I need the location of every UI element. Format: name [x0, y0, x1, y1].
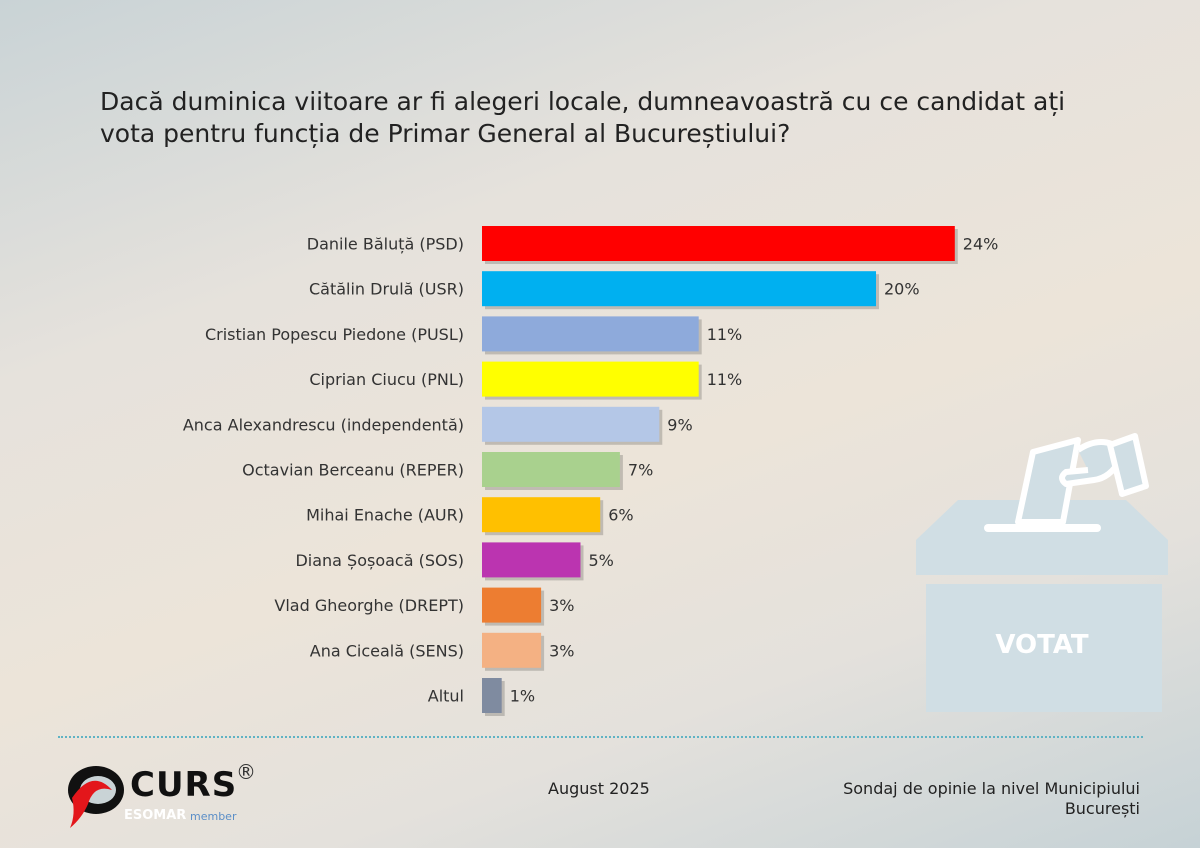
survey-source: Sondaj de opinie la nivel Municipiului B…	[843, 779, 1140, 818]
category-label: Vlad Gheorghe (DREPT)	[274, 596, 464, 615]
category-label: Altul	[428, 687, 464, 706]
value-label: 24%	[963, 235, 999, 254]
value-label: 11%	[707, 370, 743, 389]
registered-mark: ®	[236, 760, 256, 784]
bar	[482, 271, 876, 307]
bar	[482, 678, 502, 713]
bar	[482, 497, 601, 533]
value-label: 7%	[628, 461, 653, 480]
category-label: Cristian Popescu Piedone (PUSL)	[205, 325, 464, 344]
esomar-label: ESOMAR	[124, 808, 187, 823]
bar	[482, 542, 581, 578]
ballot-box-icon	[916, 433, 1168, 712]
bar	[482, 452, 620, 487]
value-label: 20%	[884, 280, 920, 299]
category-label: Anca Alexandrescu (independentă)	[183, 415, 464, 434]
esomar-member-label: member	[190, 810, 237, 823]
value-label: 3%	[549, 641, 574, 660]
bar	[482, 632, 542, 668]
chart-title: Dacă duminica viitoare ar fi alegeri loc…	[100, 87, 1066, 148]
bar	[482, 587, 542, 623]
bar	[482, 316, 699, 352]
value-label: 9%	[667, 415, 692, 434]
category-label: Mihai Enache (AUR)	[306, 506, 464, 525]
bar	[482, 361, 699, 397]
value-label: 5%	[589, 551, 614, 570]
survey-date: August 2025	[548, 779, 650, 798]
bar	[482, 226, 955, 261]
category-label: Danile Băluță (PSD)	[307, 235, 464, 254]
value-label: 11%	[707, 325, 743, 344]
ballot-box-label: VOTAT	[995, 630, 1089, 660]
category-label: Diana Șoșoacă (SOS)	[295, 551, 464, 570]
value-label: 6%	[608, 506, 633, 525]
category-label: Ciprian Ciucu (PNL)	[309, 370, 464, 389]
category-label: Ana Ciceală (SENS)	[310, 641, 464, 660]
category-label: Cătălin Drulă (USR)	[309, 280, 464, 299]
value-label: 3%	[549, 596, 574, 615]
brand-name: CURS	[130, 765, 238, 805]
category-label: Octavian Berceanu (REPER)	[242, 461, 464, 480]
curs-logo-icon	[68, 766, 124, 828]
value-label: 1%	[510, 687, 535, 706]
bar	[482, 406, 660, 442]
divider	[58, 736, 1143, 738]
